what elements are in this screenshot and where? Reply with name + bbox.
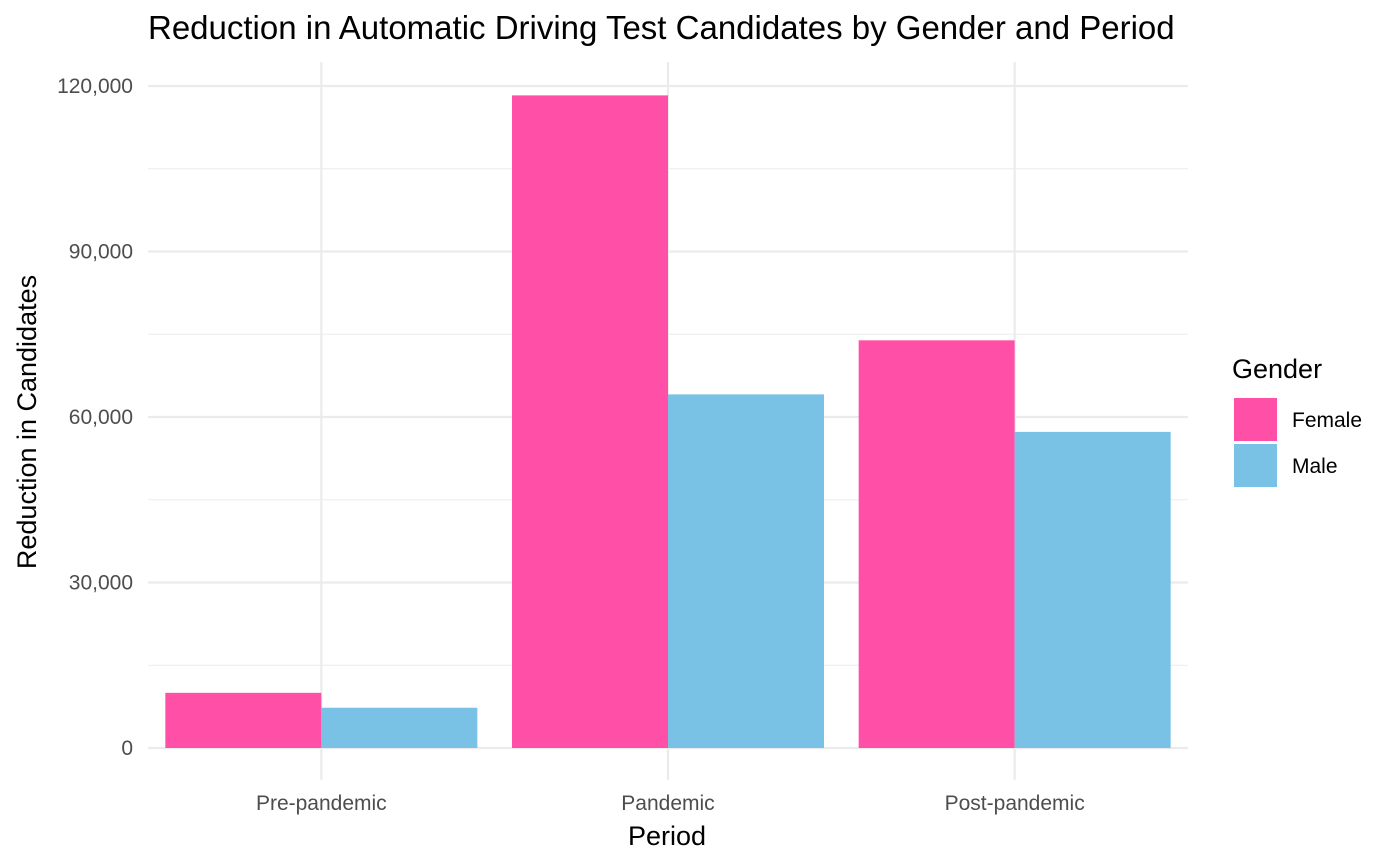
y-tick-label: 90,000 [69,241,133,264]
legend-label-male: Male [1292,455,1338,478]
y-axis-title: Reduction in Candidates [12,275,42,569]
y-axis-ticks: 0 30,000 60,000 90,000 120,000 [57,75,133,760]
y-tick-label: 60,000 [69,406,133,429]
bar-male-pandemic [668,394,824,748]
x-tick-label: Pandemic [621,792,714,815]
bar-male-pre-pandemic [321,707,478,748]
chart-title: Reduction in Automatic Driving Test Cand… [148,9,1175,46]
legend-label-female: Female [1292,409,1362,432]
y-tick-label: 0 [121,737,133,760]
legend-title: Gender [1232,354,1322,384]
y-tick-label: 120,000 [57,75,133,98]
legend: Gender Female Male [1232,354,1362,487]
x-axis-title: Period [628,821,706,851]
legend-key-male [1234,444,1277,487]
bar-male-post-pandemic [1014,431,1171,748]
x-tick-label: Post-pandemic [945,792,1085,815]
bar-female-post-pandemic [858,340,1015,748]
bar-female-pandemic [512,95,668,748]
legend-key-female [1234,398,1277,441]
bars [165,95,1171,748]
bar-female-pre-pandemic [165,692,322,748]
x-axis-ticks: Pre-pandemic Pandemic Post-pandemic [256,792,1085,815]
x-tick-label: Pre-pandemic [256,792,387,815]
y-tick-label: 30,000 [69,572,133,595]
